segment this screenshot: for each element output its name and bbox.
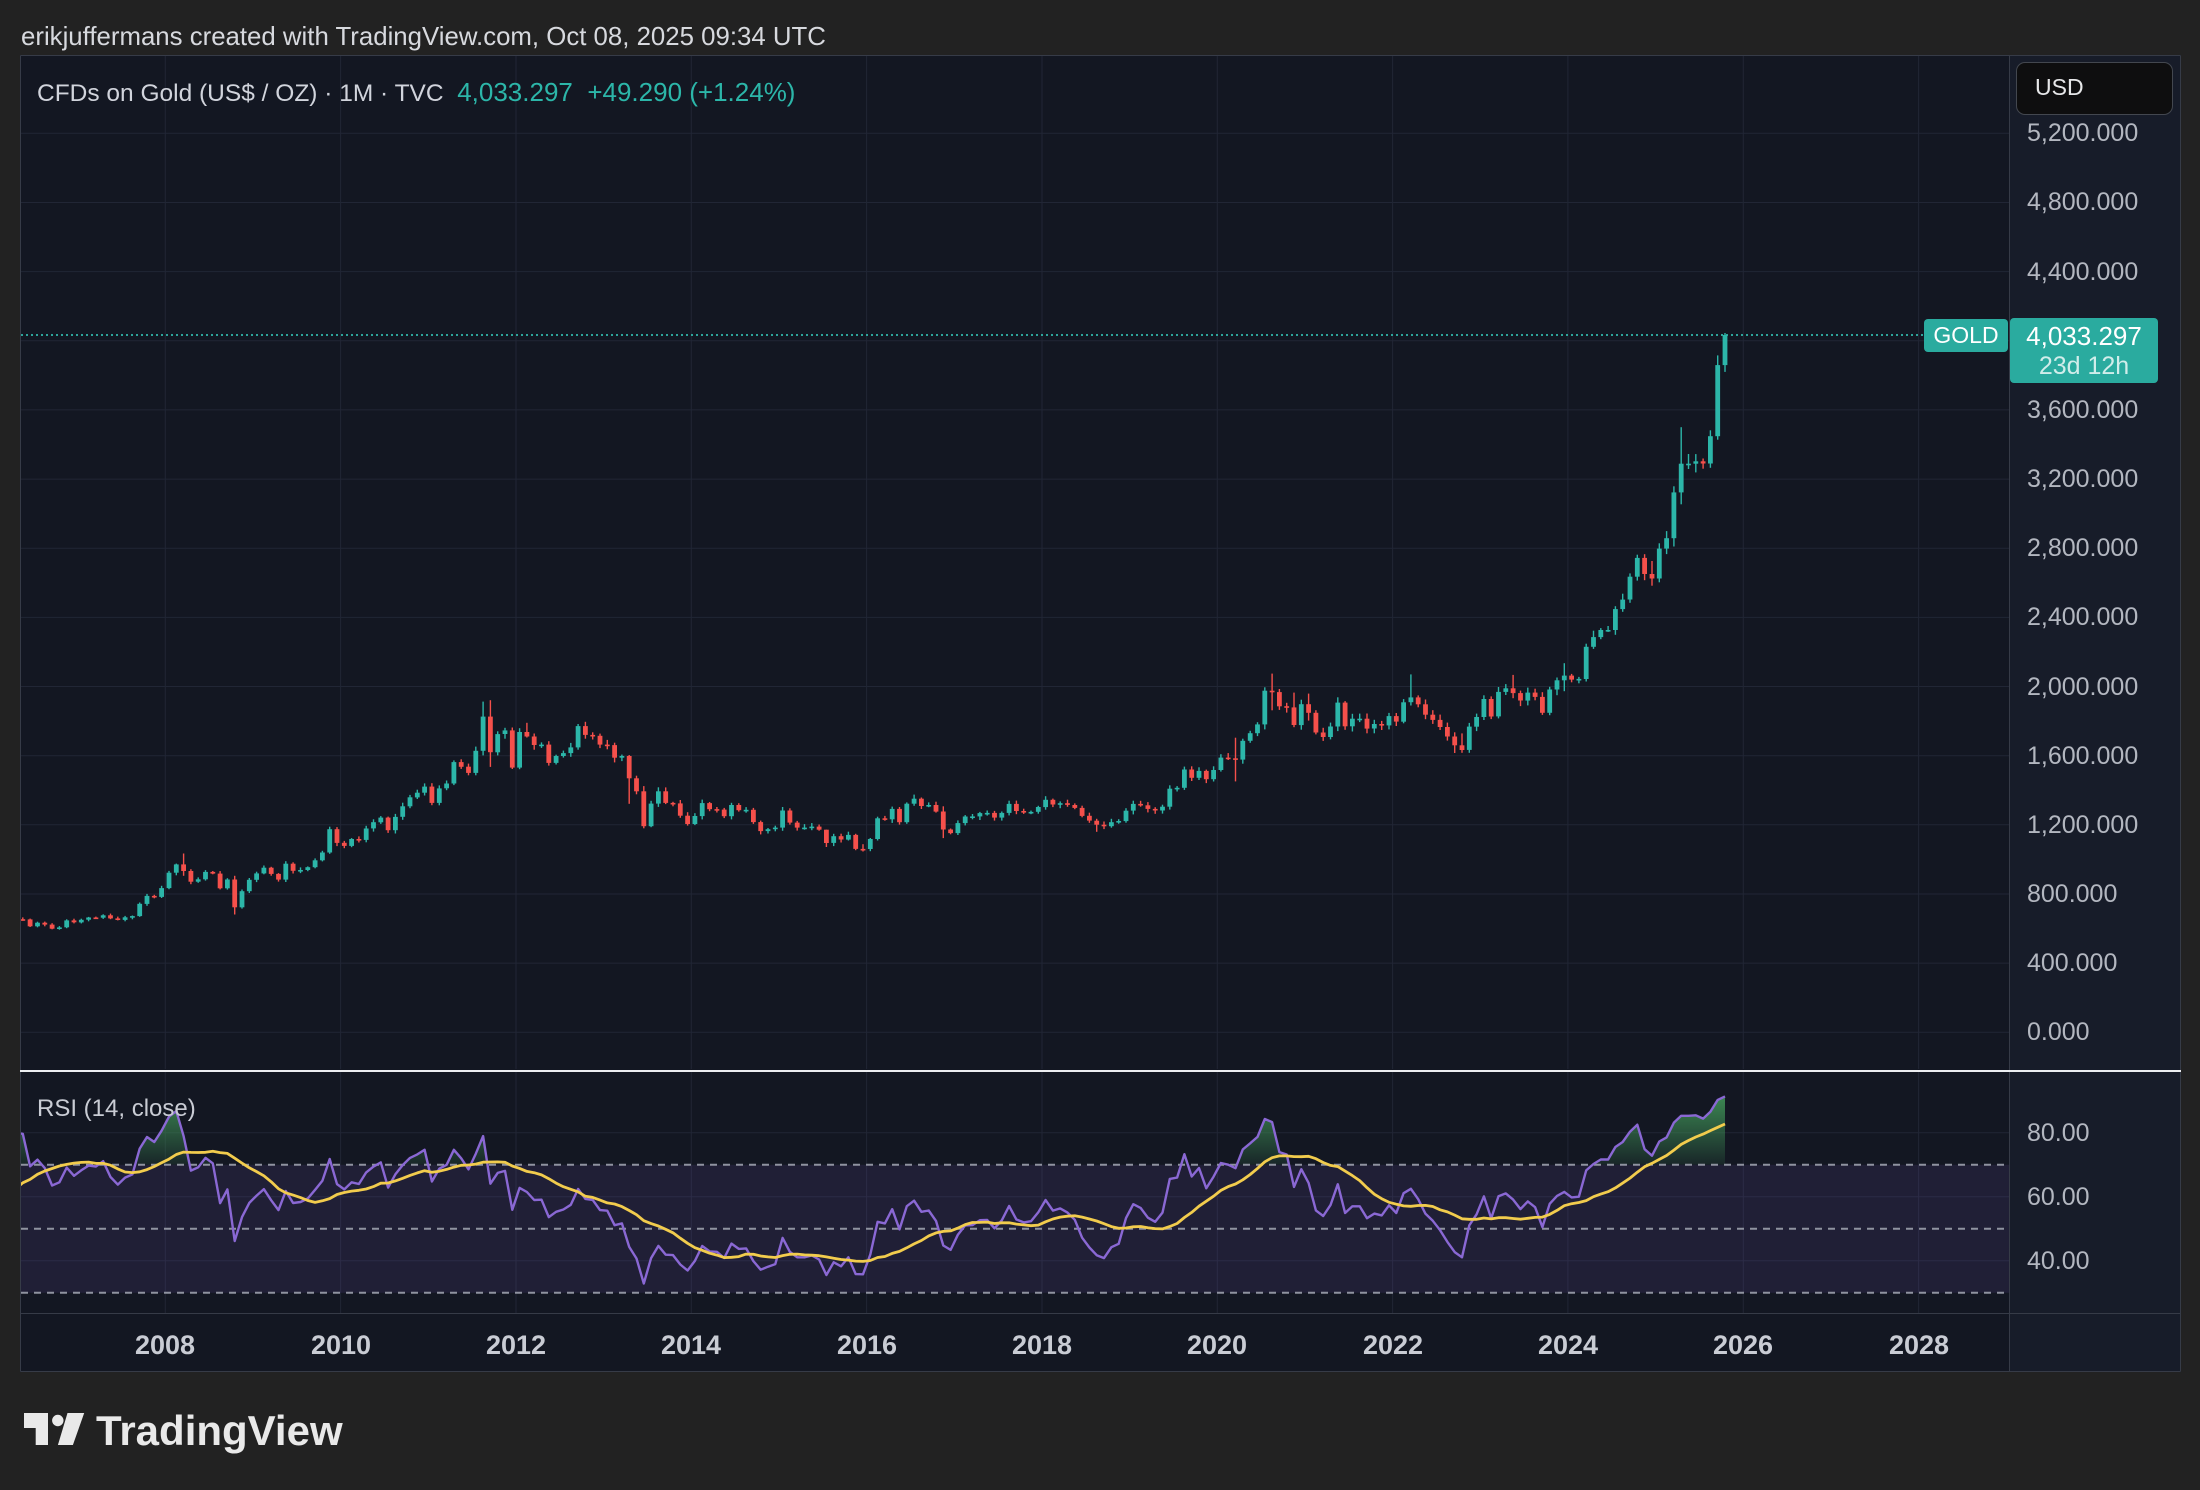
- svg-text:TradingView: TradingView: [96, 1407, 343, 1454]
